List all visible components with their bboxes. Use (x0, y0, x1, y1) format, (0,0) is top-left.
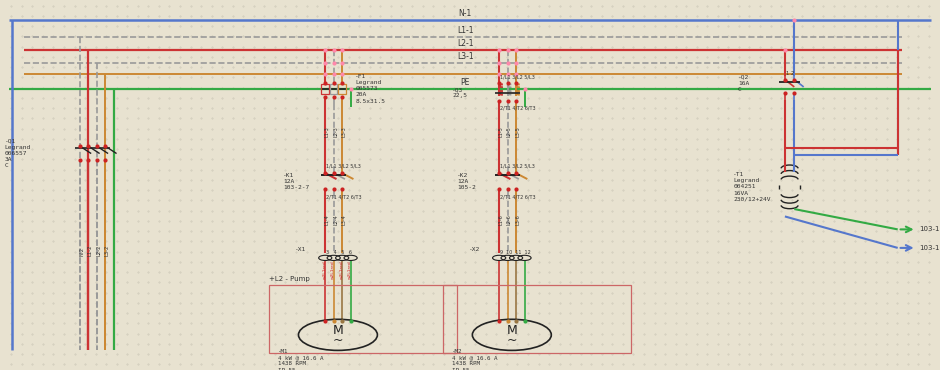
Text: -K1
12A
103-2-7: -K1 12A 103-2-7 (283, 172, 309, 190)
Text: L1-6: L1-6 (498, 214, 504, 225)
Bar (269, 285, 457, 353)
Text: M: M (507, 324, 517, 337)
Text: 1/L1 3/L2 5/L3: 1/L1 3/L2 5/L3 (326, 163, 361, 168)
Text: w2L1red: w2L1red (331, 260, 340, 279)
Text: L2-4: L2-4 (333, 214, 338, 225)
Text: L3-2: L3-2 (104, 245, 110, 256)
Text: L1-4: L1-4 (324, 214, 330, 225)
Text: -T1
Legrand
004251
16VA
230/12+24V: -T1 Legrand 004251 16VA 230/12+24V (733, 172, 771, 202)
Text: L1-3: L1-3 (324, 126, 330, 137)
Text: L1-1: L1-1 (457, 26, 474, 35)
Text: N-1: N-1 (459, 9, 472, 18)
Text: 9  10  11  12: 9 10 11 12 (500, 250, 531, 255)
Text: w2L1red: w2L1red (322, 260, 332, 279)
Text: -Q1
Legrand
006557
3A
C: -Q1 Legrand 006557 3A C (5, 139, 31, 168)
Text: -K2
12A
105-2: -K2 12A 105-2 (457, 172, 476, 190)
Text: L2-6: L2-6 (507, 214, 512, 225)
Text: 3   4   5   6: 3 4 5 6 (326, 250, 352, 255)
Text: N-2: N-2 (79, 247, 85, 256)
Text: L2-1: L2-1 (457, 39, 474, 48)
Text: 1/L1 3/L2 5/L3: 1/L1 3/L2 5/L3 (500, 163, 535, 168)
Text: L2-2: L2-2 (96, 245, 102, 256)
Text: L3-6: L3-6 (515, 214, 521, 225)
Text: L3-5: L3-5 (515, 126, 521, 137)
Bar (443, 285, 631, 353)
Text: -M2
4 kW @ 16.6 A
1438 RPM
IP 55: -M2 4 kW @ 16.6 A 1438 RPM IP 55 (452, 349, 497, 370)
Text: PE: PE (461, 78, 470, 87)
Text: 2/T1 4/T2 6/T3: 2/T1 4/T2 6/T3 (326, 194, 362, 199)
Text: -X2: -X2 (469, 247, 480, 252)
Text: -Q3
22,5: -Q3 22,5 (452, 87, 467, 98)
Text: ~: ~ (333, 334, 343, 347)
Text: L1-5: L1-5 (498, 126, 504, 137)
Text: L2-3: L2-3 (333, 126, 338, 137)
Text: -F1
Legrand
005573
20A
8.5x31.5: -F1 Legrand 005573 20A 8.5x31.5 (355, 74, 385, 104)
Text: 1 2: 1 2 (786, 71, 794, 76)
Text: 1/L1 3/L2 5/L3: 1/L1 3/L2 5/L3 (500, 74, 535, 80)
Bar (330, 84, 337, 94)
Text: L3-1: L3-1 (457, 52, 474, 61)
Text: 103-1: 103-1 (919, 245, 940, 251)
Text: -Q2
16A
C: -Q2 16A C (738, 74, 749, 92)
Text: +L2 - Pump: +L2 - Pump (269, 276, 309, 282)
Text: L2-5: L2-5 (507, 126, 512, 137)
Text: L3-3: L3-3 (341, 126, 347, 137)
Text: w2L1red: w2L1red (339, 260, 349, 279)
Text: 2/T1 4/T2 6/T3: 2/T1 4/T2 6/T3 (500, 105, 536, 111)
Bar (321, 84, 329, 94)
Text: ~: ~ (507, 334, 517, 347)
Text: M: M (333, 324, 343, 337)
Text: -X1: -X1 (295, 247, 306, 252)
Text: L3-4: L3-4 (341, 214, 347, 225)
Text: -M1
4 kW @ 16.6 A
1438 RPM
IP 55: -M1 4 kW @ 16.6 A 1438 RPM IP 55 (278, 349, 323, 370)
Bar (338, 84, 346, 94)
Text: L1-2: L1-2 (87, 245, 93, 256)
Text: w2L1red: w2L1red (348, 260, 357, 279)
Text: 2/T1 4/T2 6/T3: 2/T1 4/T2 6/T3 (500, 194, 536, 199)
Text: 103-1: 103-1 (919, 226, 940, 232)
